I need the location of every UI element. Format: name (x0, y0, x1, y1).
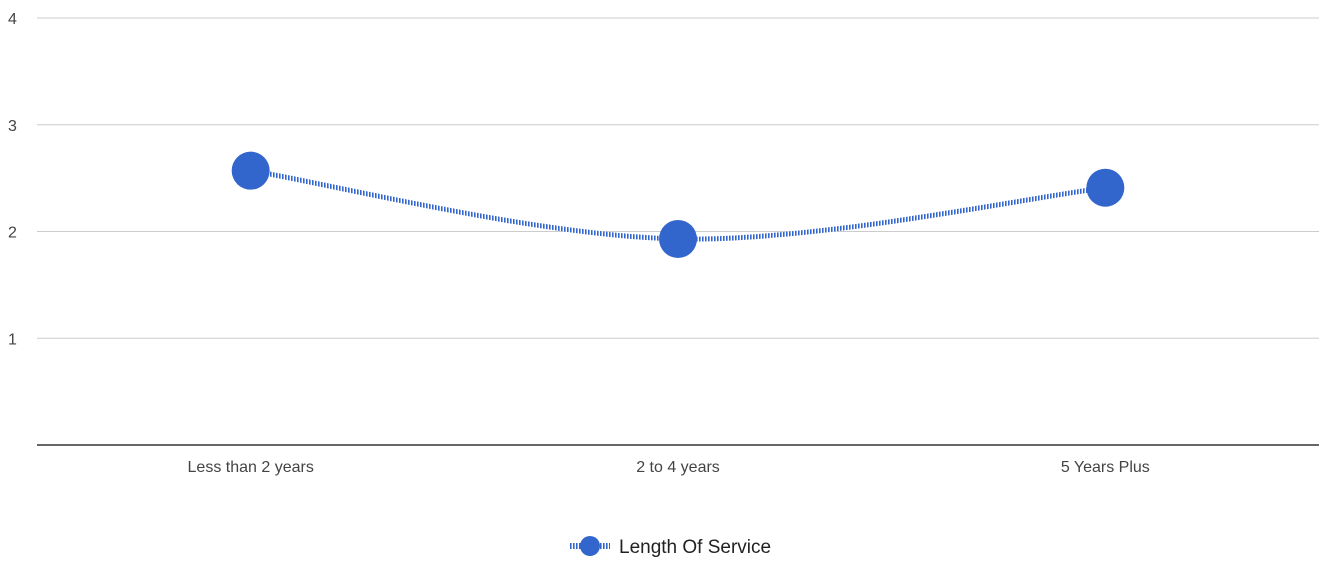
x-tick-label: 5 Years Plus (1061, 459, 1150, 476)
y-tick-label: 4 (8, 11, 17, 28)
y-tick-label: 1 (8, 331, 17, 348)
x-tick-label: Less than 2 years (188, 459, 314, 476)
data-point-marker[interactable] (1086, 168, 1125, 207)
y-axis-ticks: 1 2 3 4 (8, 11, 17, 348)
y-tick-label: 2 (8, 225, 17, 242)
x-axis-ticks: Less than 2 years 2 to 4 years 5 Years Plu… (188, 459, 1150, 476)
legend[interactable]: Length Of Service (570, 536, 771, 558)
data-point-marker[interactable] (231, 151, 270, 190)
y-tick-label: 3 (8, 118, 17, 135)
legend-series-label: Length Of Service (619, 537, 771, 558)
series-layer (231, 151, 1125, 258)
legend-series-marker (580, 536, 600, 556)
gridlines (37, 17, 1319, 339)
x-tick-label: 2 to 4 years (636, 459, 720, 476)
data-point-marker[interactable] (659, 219, 697, 258)
